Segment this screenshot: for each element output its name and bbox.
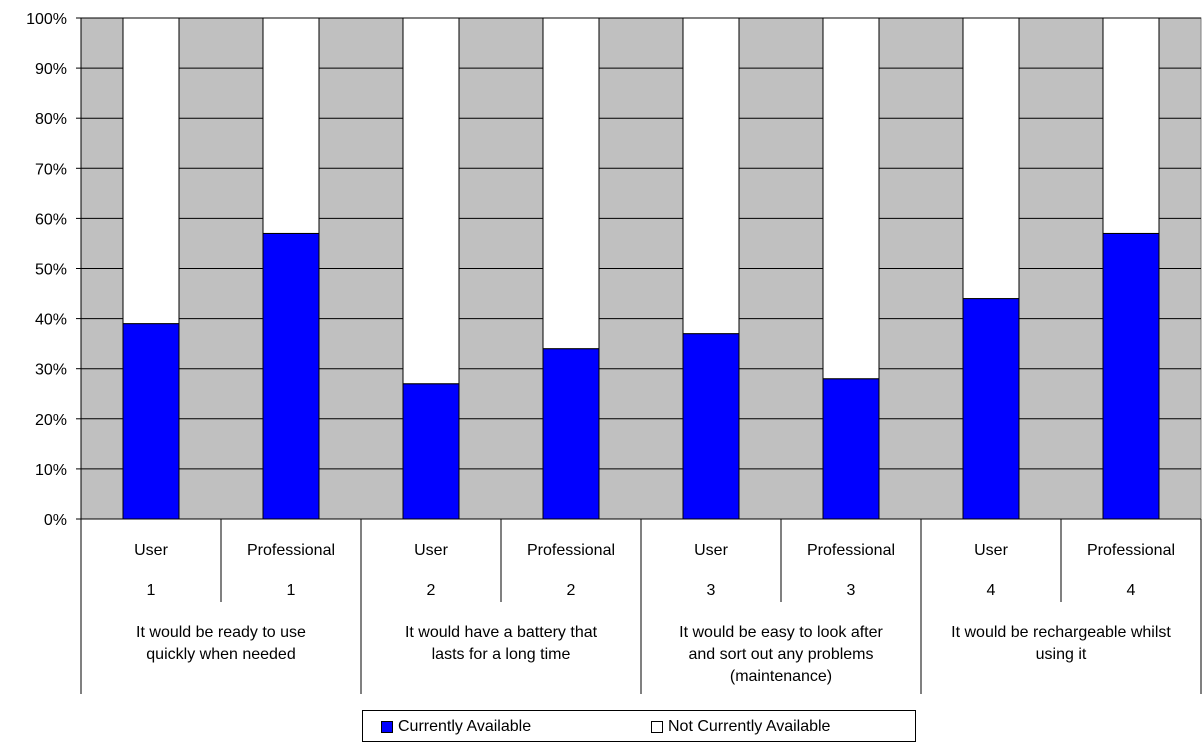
x-category-label: Professional xyxy=(247,542,335,559)
legend-label: Currently Available xyxy=(398,718,532,735)
x-group-label: It would be ready to use xyxy=(136,624,306,641)
x-axis: User 1 Professional 1 User 2 Professional 2 User… xyxy=(80,518,1202,694)
x-category-number: 4 xyxy=(987,582,996,599)
x-category-number: 1 xyxy=(287,582,296,599)
y-tick-label: 40% xyxy=(35,312,67,329)
x-group-label: (maintenance) xyxy=(730,668,832,685)
bar-currently-available xyxy=(962,298,1020,520)
x-category-number: 1 xyxy=(147,582,156,599)
bar-not-currently-available xyxy=(822,17,880,380)
x-group-label: lasts for a long time xyxy=(432,646,571,663)
bar-not-currently-available xyxy=(542,17,600,350)
x-group-label: and sort out any problems xyxy=(689,646,874,663)
x-group-label: It would be rechargeable whilst xyxy=(951,624,1171,641)
bar-not-currently-available xyxy=(402,17,460,385)
bar-currently-available xyxy=(822,378,880,520)
bar-not-currently-available xyxy=(262,17,320,234)
bar-not-currently-available xyxy=(122,17,180,325)
legend-item-currently-available: Currently Available xyxy=(381,718,531,736)
y-tick-label: 90% xyxy=(35,61,67,78)
x-category-label: Professional xyxy=(807,542,895,559)
x-group-label: using it xyxy=(1036,646,1087,663)
x-category-label: Professional xyxy=(527,542,615,559)
y-tick-label: 30% xyxy=(35,362,67,379)
x-group-label: quickly when needed xyxy=(146,646,295,663)
y-tick-label: 80% xyxy=(35,111,67,128)
x-group-label: It would have a battery that xyxy=(405,624,598,641)
bar-currently-available xyxy=(262,232,320,520)
legend-item-not-currently-available: Not Currently Available xyxy=(651,718,830,736)
x-category-number: 2 xyxy=(567,582,576,599)
plot-area xyxy=(80,17,1202,520)
x-category-label: User xyxy=(974,542,1008,559)
legend-swatch-icon xyxy=(381,721,393,733)
x-category-label: User xyxy=(694,542,728,559)
bar-currently-available xyxy=(542,348,600,520)
x-category-number: 3 xyxy=(847,582,856,599)
x-group-label: It would be easy to look after xyxy=(679,624,883,641)
bars xyxy=(122,17,1160,520)
y-tick-label: 0% xyxy=(44,512,67,529)
bar-currently-available xyxy=(682,333,740,520)
x-category-label: Professional xyxy=(1087,542,1175,559)
legend-label: Not Currently Available xyxy=(668,718,831,735)
x-category-number: 4 xyxy=(1127,582,1136,599)
y-axis: 0% 10% 20% 30% 40% 50% 60% 70% 80% 90% 100% xyxy=(26,11,82,529)
bar-currently-available xyxy=(402,383,460,520)
y-tick-label: 50% xyxy=(35,262,67,279)
y-tick-label: 100% xyxy=(26,11,67,28)
y-tick-label: 70% xyxy=(35,161,67,178)
y-tick-label: 20% xyxy=(35,412,67,429)
x-category-number: 3 xyxy=(707,582,716,599)
bar-currently-available xyxy=(122,323,180,520)
x-category-label: User xyxy=(414,542,448,559)
legend-swatch-icon xyxy=(651,721,663,733)
bar-currently-available xyxy=(1102,232,1160,520)
y-tick-label: 60% xyxy=(35,211,67,228)
bar-not-currently-available xyxy=(1102,17,1160,234)
legend: Currently Available Not Currently Availa… xyxy=(362,710,916,742)
y-tick-label: 10% xyxy=(35,462,67,479)
x-category-number: 2 xyxy=(427,582,436,599)
bar-not-currently-available xyxy=(962,17,1020,300)
x-category-label: User xyxy=(134,542,168,559)
bar-not-currently-available xyxy=(682,17,740,335)
